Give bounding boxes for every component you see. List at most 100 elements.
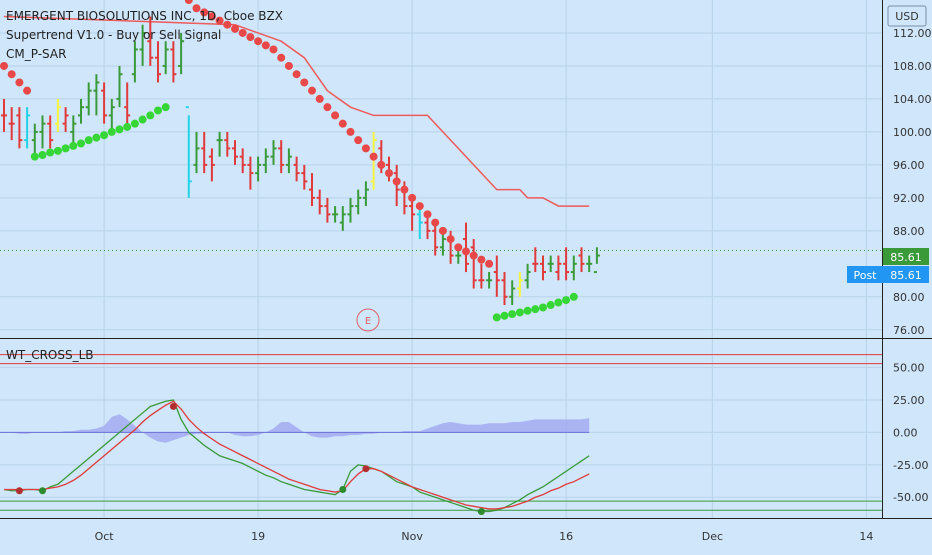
- ohlc-bar: [355, 189, 362, 215]
- sar-dot-bullish: [84, 136, 93, 145]
- ohlc-bar: [8, 107, 15, 141]
- ohlc-bar: [224, 131, 231, 157]
- ohlc-bar: [170, 41, 177, 83]
- ohlc-bar: [54, 98, 61, 132]
- sar-dot-bearish: [331, 111, 340, 120]
- sar-dot-bullish: [138, 115, 147, 124]
- ohlc-bar: [540, 255, 546, 281]
- sar-dot-bearish: [300, 78, 309, 87]
- sar-dot-bullish: [30, 152, 39, 161]
- ohlc-bar: [232, 140, 238, 165]
- osc-tick-label: -50.00: [893, 491, 928, 504]
- price-tick-label: 76.00: [893, 324, 925, 337]
- ohlc-bar: [162, 41, 169, 75]
- indicator-label-supertrend: Supertrend V1.0 - Buy or Sell Signal: [6, 28, 221, 42]
- sar-dot-bearish: [361, 144, 370, 153]
- sar-dot-bearish: [346, 127, 355, 136]
- price-tick-label: 100.00: [893, 126, 932, 139]
- sar-dot-bullish: [38, 150, 47, 159]
- earnings-marker-label: E: [365, 316, 371, 327]
- ohlc-bar: [178, 32, 185, 75]
- time-tick-label: Dec: [702, 530, 723, 543]
- sar-dot-bullish: [546, 301, 555, 310]
- sar-dot-bullish: [562, 296, 571, 305]
- ohlc-bar: [93, 74, 100, 116]
- ohlc-bar: [347, 197, 354, 223]
- currency-button[interactable]: [887, 5, 927, 27]
- sar-dot-bullish: [523, 306, 532, 315]
- ohlc-bar: [201, 131, 208, 174]
- cross-dot: [39, 487, 46, 495]
- ohlc-bar: [193, 131, 200, 174]
- sar-dot-bearish: [269, 45, 278, 54]
- ohlc-bar: [155, 41, 161, 83]
- ohlc-bar: [24, 107, 31, 149]
- sar-dot-bullish: [123, 122, 132, 131]
- wt2-line: [4, 400, 590, 510]
- sar-dot-bearish: [469, 251, 478, 260]
- sar-dot-bearish: [292, 70, 301, 79]
- ohlc-bar: [239, 148, 246, 174]
- ohlc-bar: [301, 164, 308, 190]
- earnings-marker[interactable]: [356, 308, 380, 332]
- sar-dot-bullish: [515, 308, 524, 317]
- cross-dot: [169, 402, 177, 410]
- osc-tick-label: -25.00: [893, 459, 928, 472]
- labels: EMERGENT BIOSOLUTIONS INC, 1D, Cboe BZX …: [6, 5, 929, 362]
- ohlc-bar: [570, 255, 577, 281]
- sar-dot-bearish: [385, 169, 393, 178]
- cross-dot: [15, 487, 23, 495]
- sar-dot-bearish: [215, 16, 224, 25]
- sar-dot-bearish: [354, 136, 363, 145]
- ohlc-bar: [332, 206, 339, 223]
- ohlc-bar: [216, 131, 223, 157]
- sar-dot-bullish: [146, 111, 155, 120]
- sar-dot-bearish: [477, 255, 486, 264]
- sar-dot-bullish: [115, 125, 124, 134]
- ohlc-bar: [324, 197, 331, 223]
- osc-tick-label: 0.00: [893, 426, 918, 439]
- ohlc-bar: [1, 98, 7, 132]
- sar-dot-bearish: [246, 33, 255, 42]
- ohlc-bar: [316, 189, 323, 215]
- price-tick-label: 104.00: [893, 93, 932, 106]
- ohlc-bar: [208, 148, 215, 182]
- sar-dot-bullish: [53, 146, 62, 155]
- sar-dot-bearish: [254, 37, 263, 46]
- wave-area: [4, 414, 590, 443]
- sar-dot-bearish: [231, 24, 239, 33]
- sar-dot-bearish: [338, 119, 347, 128]
- sar-dot-bearish: [0, 61, 8, 70]
- ohlc-bar: [370, 131, 377, 190]
- sar-dot-bearish: [369, 152, 378, 161]
- ohlc-bar: [39, 115, 46, 149]
- ohlc-bar: [85, 82, 92, 116]
- sar-dot-bullish: [77, 139, 85, 148]
- sar-dot-bearish: [323, 103, 332, 112]
- ohlc-bar: [493, 255, 500, 297]
- price-pane[interactable]: [0, 0, 882, 322]
- price-tick-label: 96.00: [893, 159, 925, 172]
- cross-dot: [477, 508, 485, 516]
- ohlc-bar: [124, 82, 131, 124]
- ohlc-bar: [247, 156, 254, 190]
- sar-dot-bearish: [261, 41, 270, 50]
- ohlc-bar: [101, 82, 108, 124]
- ohlc-bar: [393, 164, 400, 207]
- ohlc-bar: [185, 106, 192, 198]
- sar-dot-bullish: [539, 303, 547, 312]
- sar-dot-bearish: [408, 193, 417, 202]
- ohlc-bar: [309, 173, 315, 207]
- oscillator-pane[interactable]: [0, 354, 882, 516]
- currency-label: USD: [895, 10, 919, 23]
- sar-dot-bullish: [500, 311, 509, 320]
- osc-tick-label: 25.00: [893, 394, 925, 407]
- ohlc-bar: [270, 140, 277, 165]
- last-price-value: 85.61: [890, 251, 922, 264]
- sar-dot-bearish: [462, 247, 470, 256]
- sar-dot-bearish: [438, 226, 447, 235]
- ohlc-bar: [463, 222, 469, 273]
